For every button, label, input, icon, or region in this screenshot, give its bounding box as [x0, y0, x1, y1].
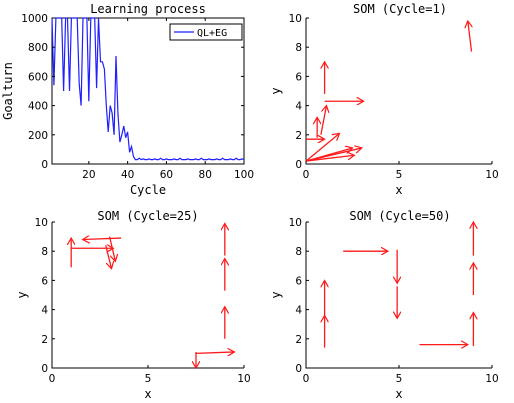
- y-tick-label: 6: [295, 71, 302, 83]
- x-tick-label: 100: [234, 169, 254, 181]
- x-tick-label: 0: [49, 373, 56, 385]
- series-line-ql-eg: [51, 17, 245, 161]
- y-tick-label: 2: [41, 334, 48, 346]
- som-arrow: [108, 236, 116, 262]
- y-tick-label: 600: [28, 71, 48, 83]
- som1-axes: [305, 18, 492, 165]
- x-tick-label: 5: [396, 169, 403, 181]
- som25-ticks: 0 5 10 0 2 4 6 8 10: [35, 217, 251, 385]
- x-tick-label: 5: [396, 373, 403, 385]
- y-tick-label: 4: [41, 305, 48, 317]
- x-tick-label: 20: [82, 169, 95, 181]
- som25-title: SOM (Cycle=25): [97, 209, 198, 223]
- som-arrow: [83, 238, 122, 239]
- y-tick-label: 400: [28, 101, 48, 113]
- x-tick-label: 0: [303, 169, 310, 181]
- som50-panel: SOM (Cycle=50) 0 5 10 0 2 4 6 8 10 x y: [269, 209, 499, 401]
- x-tick-label: 5: [145, 373, 152, 385]
- y-tick-label: 200: [28, 130, 48, 142]
- legend-series-label: QL+EG: [197, 28, 227, 39]
- som1-title: SOM (Cycle=1): [353, 2, 447, 16]
- y-tick-label: 0: [295, 363, 302, 375]
- y-tick-label: 10: [289, 217, 302, 229]
- y-tick-label: 800: [28, 42, 48, 54]
- x-tick-label: 40: [121, 169, 134, 181]
- som1-panel: SOM (Cycle=1) 0 5 10 0 2 4 6 8 10 x y: [269, 2, 499, 197]
- som-arrow: [105, 245, 112, 268]
- som1-ylabel: y: [269, 87, 283, 94]
- x-tick-label: 60: [160, 169, 173, 181]
- x-tick-label: 80: [199, 169, 212, 181]
- learning-plot-area: [51, 17, 245, 165]
- x-tick-label: 10: [237, 373, 250, 385]
- learning-panel: Learning process 20 40 60 80 100020040060080…: [1, 2, 254, 197]
- x-tick-label: 0: [303, 373, 310, 385]
- learning-ylabel: Goalturn: [1, 62, 15, 120]
- y-tick-label: 0: [41, 159, 48, 171]
- som50-xlabel: x: [395, 387, 402, 401]
- som1-xlabel: x: [395, 183, 402, 197]
- y-tick-label: 4: [295, 305, 302, 317]
- y-tick-label: 6: [41, 275, 48, 287]
- som50-title: SOM (Cycle=50): [349, 209, 450, 223]
- learning-plot-layer: [51, 17, 245, 161]
- learning-xlabel: Cycle: [130, 183, 166, 197]
- som50-ticks: 0 5 10 0 2 4 6 8 10: [289, 217, 499, 385]
- x-tick-label: 10: [485, 373, 498, 385]
- som-arrow: [305, 148, 362, 162]
- som25-panel: SOM (Cycle=25) 0 5 10 0 2 4 6 8 10 x y: [15, 209, 251, 401]
- y-tick-label: 2: [295, 130, 302, 142]
- som-arrow: [320, 106, 327, 135]
- som-arrow: [305, 155, 354, 162]
- y-tick-label: 10: [289, 13, 302, 25]
- som50-plot-layer: [325, 222, 474, 348]
- y-tick-label: 8: [295, 42, 302, 54]
- learning-legend: QL+EG: [169, 23, 243, 41]
- som25-ylabel: y: [15, 291, 29, 298]
- som25-xlabel: x: [144, 387, 151, 401]
- y-tick-label: 2: [295, 334, 302, 346]
- legend-box: [169, 23, 243, 41]
- y-tick-label: 0: [295, 159, 302, 171]
- y-tick-label: 8: [41, 246, 48, 258]
- som1-plot-layer: [305, 21, 472, 162]
- y-tick-label: 1000: [21, 13, 48, 25]
- som-arrow: [468, 21, 472, 52]
- y-tick-label: 6: [295, 275, 302, 287]
- learning-title: Learning process: [90, 2, 206, 16]
- som50-ylabel: y: [269, 291, 283, 298]
- y-tick-label: 4: [295, 101, 302, 113]
- som1-ticks: 0 5 10 0 2 4 6 8 10: [289, 13, 499, 181]
- som25-plot-layer: [71, 223, 234, 368]
- y-tick-label: 10: [35, 217, 48, 229]
- y-tick-label: 8: [295, 246, 302, 258]
- som25-axes: [51, 222, 244, 369]
- som-arrow: [195, 352, 234, 353]
- som50-axes: [305, 222, 492, 369]
- y-tick-label: 0: [41, 363, 48, 375]
- som-arrow: [305, 133, 339, 162]
- x-tick-label: 10: [485, 169, 498, 181]
